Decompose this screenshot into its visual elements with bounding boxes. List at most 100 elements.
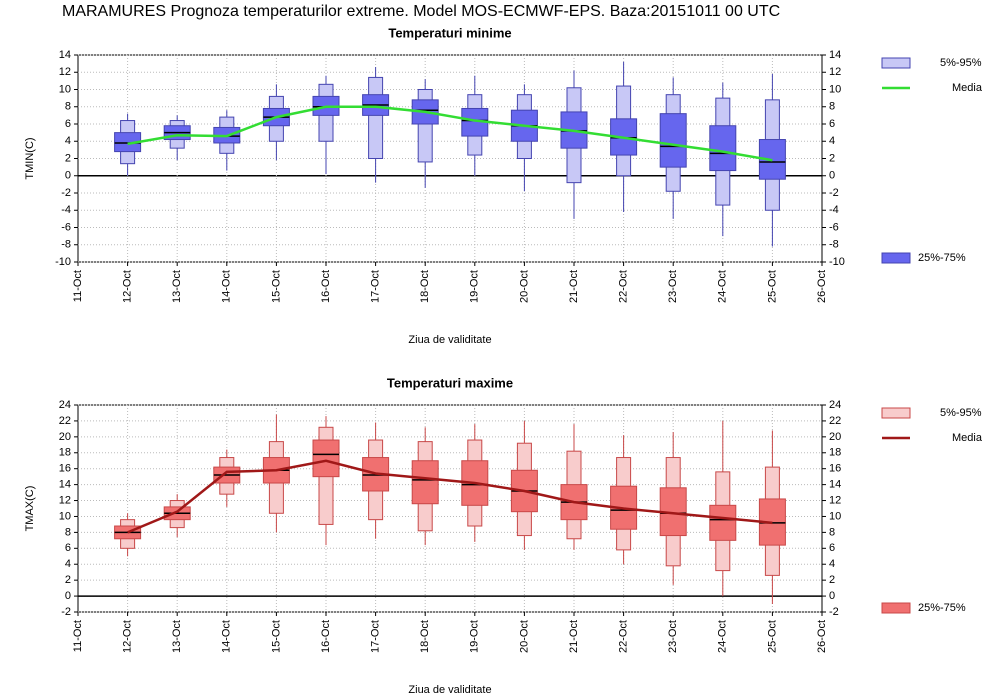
legend-label: 5%-95%	[940, 407, 982, 419]
mean-line	[127, 459, 773, 534]
x-tick-label: 22-Oct	[618, 620, 630, 653]
y-tick-label: 8	[65, 101, 71, 113]
y2-tick-label: 10	[829, 83, 841, 95]
box-inner	[659, 113, 687, 168]
y2-tick-label: 0	[829, 590, 835, 602]
x-tick-label: 26-Oct	[816, 620, 828, 653]
box-inner	[709, 504, 737, 541]
y-tick-label: 22	[59, 415, 71, 427]
box-outer	[368, 76, 384, 159]
legend-label: 5%-95%	[940, 57, 982, 69]
y2-tick-label: 8	[829, 526, 835, 538]
y2-tick-label: -2	[829, 606, 839, 618]
y-tick-label: -6	[61, 221, 71, 233]
x-tick-label: 13-Oct	[171, 620, 183, 653]
y2-tick-label: 22	[829, 415, 841, 427]
legend-label: 25%-75%	[918, 252, 966, 264]
y-tick-label: -10	[55, 256, 71, 268]
x-tick-label: 19-Oct	[469, 620, 481, 653]
y2-tick-label: 20	[829, 431, 841, 443]
y2-tick-label: 16	[829, 463, 841, 475]
y-tick-label: 14	[59, 49, 71, 61]
x-tick-label: 21-Oct	[568, 270, 580, 303]
y-tick-label: -2	[61, 187, 71, 199]
y2-tick-label: 0	[829, 170, 835, 182]
legend-label: 25%-75%	[918, 602, 966, 614]
x-tick-label: 23-Oct	[667, 620, 679, 653]
box-inner	[312, 439, 340, 478]
y-tick-label: 2	[65, 574, 71, 586]
x-tick-label: 24-Oct	[717, 270, 729, 303]
legend-inner	[881, 602, 911, 614]
legend-outer	[881, 57, 911, 69]
y2-tick-label: 14	[829, 479, 841, 491]
y2-tick-label: 24	[829, 399, 841, 411]
x-tick-label: 14-Oct	[221, 620, 233, 653]
y-tick-label: 10	[59, 83, 71, 95]
y-tick-label: -4	[61, 204, 71, 216]
x-tick-label: 24-Oct	[717, 620, 729, 653]
y-tick-label: 0	[65, 170, 71, 182]
x-tick-label: 23-Oct	[667, 270, 679, 303]
y2-tick-label: -8	[829, 239, 839, 251]
page-title: MARAMURES Prognoza temperaturilor extrem…	[62, 3, 780, 20]
x-tick-label: 19-Oct	[469, 270, 481, 303]
x-tick-label: 16-Oct	[320, 270, 332, 303]
y-tick-label: -2	[61, 606, 71, 618]
y-axis-label: TMAX(C)	[24, 486, 36, 532]
y2-tick-label: 6	[829, 118, 835, 130]
x-tick-label: 15-Oct	[270, 270, 282, 303]
y2-tick-label: 10	[829, 510, 841, 522]
y2-tick-label: -10	[829, 256, 845, 268]
y2-tick-label: -6	[829, 221, 839, 233]
legend-label: Media	[952, 82, 983, 94]
y-tick-label: 2	[65, 152, 71, 164]
y-tick-label: 0	[65, 590, 71, 602]
box-inner	[709, 125, 737, 172]
y2-tick-label: 6	[829, 542, 835, 554]
y2-tick-label: 14	[829, 49, 841, 61]
x-axis-label: Ziua de validitate	[408, 684, 491, 696]
legend-outer	[881, 407, 911, 419]
y-axis-label: TMIN(C)	[24, 137, 36, 179]
y-tick-label: 10	[59, 510, 71, 522]
y2-tick-label: 4	[829, 558, 835, 570]
y-tick-label: 16	[59, 463, 71, 475]
chart-title: Temperaturi maxime	[387, 375, 513, 390]
box-inner	[411, 460, 439, 505]
x-axis-label: Ziua de validitate	[408, 334, 491, 346]
x-tick-label: 14-Oct	[221, 270, 233, 303]
y2-tick-label: -4	[829, 204, 839, 216]
y2-tick-label: 18	[829, 447, 841, 459]
y-tick-label: 14	[59, 479, 71, 491]
x-tick-label: 11-Oct	[72, 270, 84, 302]
legend-label: Media	[952, 432, 983, 444]
x-tick-label: 11-Oct	[72, 620, 84, 652]
x-tick-label: 25-Oct	[766, 270, 778, 303]
x-tick-label: 16-Oct	[320, 620, 332, 653]
x-tick-label: 13-Oct	[171, 270, 183, 303]
x-tick-label: 20-Oct	[518, 620, 530, 653]
x-tick-label: 12-Oct	[122, 270, 134, 303]
x-tick-label: 17-Oct	[370, 620, 382, 653]
y2-tick-label: 2	[829, 574, 835, 586]
x-tick-label: 26-Oct	[816, 270, 828, 303]
y-tick-label: 6	[65, 118, 71, 130]
x-tick-label: 25-Oct	[766, 620, 778, 653]
y-tick-label: 24	[59, 399, 71, 411]
legend-inner	[881, 252, 911, 264]
y2-tick-label: 4	[829, 135, 835, 147]
y2-tick-label: 8	[829, 101, 835, 113]
y-tick-label: 8	[65, 526, 71, 538]
y2-tick-label: 12	[829, 494, 841, 506]
x-tick-label: 18-Oct	[419, 270, 431, 303]
x-tick-label: 15-Oct	[270, 620, 282, 653]
y-tick-label: 4	[65, 135, 71, 147]
y-tick-label: 12	[59, 494, 71, 506]
y2-tick-label: 12	[829, 66, 841, 78]
y-tick-label: 6	[65, 542, 71, 554]
y2-tick-label: -2	[829, 187, 839, 199]
x-tick-label: 18-Oct	[419, 620, 431, 653]
mean-line	[127, 105, 773, 162]
y-tick-label: 12	[59, 66, 71, 78]
